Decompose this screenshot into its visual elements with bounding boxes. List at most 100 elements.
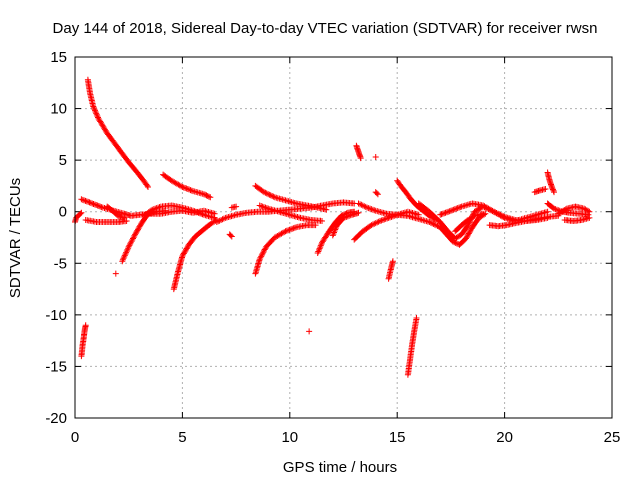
- series-track-14: [226, 231, 235, 240]
- data-point: [368, 218, 382, 229]
- series-track-32: [486, 212, 562, 230]
- y-tick-label: 10: [50, 101, 67, 118]
- data-point: [263, 235, 277, 250]
- x-tick-label: 10: [281, 429, 298, 446]
- series-track-18: [306, 328, 313, 335]
- data-point: [581, 205, 593, 215]
- series-track-15: [252, 182, 330, 213]
- data-point: [125, 159, 140, 175]
- data-point: [319, 230, 331, 246]
- data-point: [110, 208, 120, 218]
- data-point: [407, 342, 415, 363]
- data-point: [415, 200, 432, 214]
- data-point: [437, 219, 451, 235]
- data-point: [200, 211, 218, 221]
- data-point: [132, 221, 144, 238]
- data-point: [404, 357, 413, 378]
- data-point: [304, 222, 319, 229]
- data-point: [314, 241, 325, 256]
- series-track-27: [394, 177, 439, 223]
- series-track-31: [452, 210, 487, 235]
- data-point: [533, 208, 551, 218]
- data-point: [170, 270, 181, 293]
- series-track-22: [372, 154, 379, 161]
- series-track-25: [351, 208, 422, 243]
- data-point: [90, 103, 101, 121]
- data-point: [252, 257, 263, 277]
- y-tick-label: 15: [50, 49, 67, 66]
- data-point: [73, 212, 82, 221]
- data-point: [437, 224, 449, 237]
- data-point: [426, 208, 443, 224]
- data-point: [104, 203, 116, 214]
- data-point: [452, 232, 464, 242]
- data-point: [179, 243, 192, 260]
- series-track-16: [252, 222, 319, 277]
- data-point: [200, 207, 218, 217]
- data-point: [359, 223, 374, 235]
- data-point: [420, 207, 432, 218]
- data-point: [252, 182, 266, 195]
- data-point: [480, 202, 496, 214]
- x-axis-label: GPS time / hours: [283, 459, 397, 476]
- series-track-9: [160, 171, 214, 201]
- series-track-20: [329, 209, 362, 239]
- series-track-26: [385, 258, 396, 282]
- data-point: [340, 199, 358, 207]
- data-point: [394, 177, 404, 189]
- data-point: [175, 254, 185, 275]
- data-point: [404, 208, 422, 218]
- x-tick-label: 20: [496, 429, 513, 446]
- data-point: [104, 130, 121, 150]
- series-track-6: [104, 203, 128, 221]
- data-point: [413, 202, 425, 213]
- y-tick-label: -5: [54, 255, 67, 272]
- data-point: [387, 258, 396, 273]
- data-point: [576, 210, 592, 218]
- data-point: [119, 245, 132, 265]
- chart-title: Day 144 of 2018, Sidereal Day-to-day VTE…: [53, 20, 598, 37]
- series-track-23: [372, 189, 381, 198]
- data-point: [115, 218, 130, 225]
- data-point: [228, 203, 240, 211]
- data-point: [548, 184, 557, 196]
- data-point: [213, 215, 227, 225]
- grid-lines: [75, 57, 612, 418]
- data-point: [355, 148, 364, 162]
- x-tick-label: 5: [178, 429, 186, 446]
- series-track-13: [228, 203, 240, 211]
- data-point: [411, 315, 420, 334]
- y-tick-label: -10: [45, 307, 67, 324]
- data-point: [538, 186, 549, 194]
- y-tick-label: 0: [59, 204, 67, 221]
- series-track-3: [84, 76, 151, 190]
- data-point: [402, 189, 413, 201]
- x-tick-label: 15: [389, 429, 406, 446]
- data-point: [469, 216, 481, 231]
- data-point: [81, 322, 89, 334]
- data-point: [452, 223, 464, 235]
- data-point: [115, 144, 131, 164]
- data-point: [458, 223, 471, 238]
- y-tick-label: -20: [45, 410, 67, 427]
- series-track-28: [404, 315, 420, 378]
- data-point: [306, 328, 313, 335]
- series-track-37: [561, 214, 593, 224]
- data-point: [555, 206, 569, 217]
- data-point: [490, 208, 507, 220]
- data-point: [355, 200, 369, 210]
- data-point: [200, 222, 213, 233]
- series-track-5: [82, 217, 130, 225]
- series-track-11: [140, 202, 218, 221]
- data-point: [95, 115, 110, 135]
- series-track-21: [353, 142, 364, 162]
- data-point: [140, 207, 155, 219]
- data-point: [407, 195, 419, 208]
- data-point: [372, 189, 381, 198]
- data-point: [125, 232, 138, 250]
- data-point: [308, 217, 325, 224]
- data-point: [153, 207, 169, 215]
- data-point: [325, 221, 338, 236]
